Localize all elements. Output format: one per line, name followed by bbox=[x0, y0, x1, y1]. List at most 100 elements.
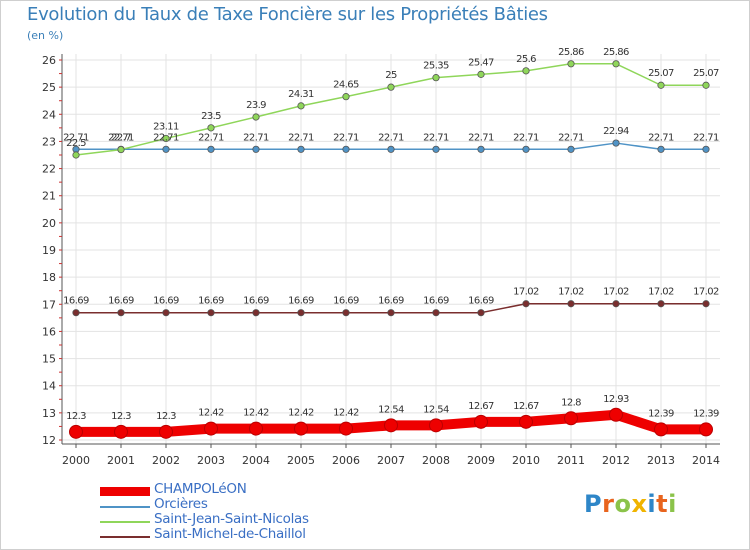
x-tick-label: 2013 bbox=[647, 454, 675, 467]
data-label: 12.8 bbox=[561, 397, 581, 408]
data-point bbox=[162, 145, 170, 153]
data-label: 22.5 bbox=[66, 138, 86, 149]
data-point bbox=[429, 418, 443, 433]
y-tick-label: 23 bbox=[42, 135, 56, 148]
data-label: 12.3 bbox=[66, 411, 86, 422]
data-point bbox=[114, 424, 128, 439]
data-point bbox=[702, 300, 710, 308]
data-point bbox=[654, 422, 668, 437]
data-label: 17.02 bbox=[513, 287, 539, 298]
chart-title: Evolution du Taux de Taxe Foncière sur l… bbox=[27, 4, 548, 25]
data-point bbox=[657, 300, 665, 308]
data-point bbox=[117, 309, 125, 317]
data-label: 12.42 bbox=[198, 408, 224, 419]
data-label: 12.39 bbox=[693, 408, 719, 419]
data-point bbox=[159, 424, 173, 439]
data-point bbox=[612, 300, 620, 308]
data-label: 22.7 bbox=[111, 133, 131, 144]
y-tick-label: 20 bbox=[42, 217, 56, 230]
data-point bbox=[567, 145, 575, 153]
y-tick-label: 24 bbox=[42, 108, 56, 121]
x-tick-label: 2010 bbox=[512, 454, 540, 467]
data-label: 22.71 bbox=[198, 132, 224, 143]
legend-label: Saint-Jean-Saint-Nicolas bbox=[154, 511, 309, 527]
data-label: 22.71 bbox=[108, 132, 134, 143]
data-point bbox=[249, 421, 263, 436]
data-label: 22.71 bbox=[468, 132, 494, 143]
data-point bbox=[252, 309, 260, 317]
data-label: 16.69 bbox=[378, 296, 404, 307]
data-point bbox=[432, 309, 440, 317]
data-point bbox=[609, 407, 623, 422]
data-label: 12.42 bbox=[243, 408, 269, 419]
data-point bbox=[342, 93, 350, 101]
data-label: 16.69 bbox=[423, 296, 449, 307]
data-label: 22.71 bbox=[423, 132, 449, 143]
x-tick-label: 2014 bbox=[692, 454, 720, 467]
x-tick-label: 2002 bbox=[152, 454, 180, 467]
x-tick-label: 2001 bbox=[107, 454, 135, 467]
data-label: 16.69 bbox=[198, 296, 224, 307]
data-labels: 12.3 12.3 12.3 12.42 12.42 12.42 12.42 12.54 12.… bbox=[63, 47, 719, 422]
data-label: 17.02 bbox=[603, 287, 629, 298]
data-point bbox=[477, 145, 485, 153]
data-point bbox=[432, 145, 440, 153]
data-label: 12.42 bbox=[288, 408, 314, 419]
data-point bbox=[162, 309, 170, 317]
data-point bbox=[699, 422, 713, 437]
data-point bbox=[252, 145, 260, 153]
data-point bbox=[657, 81, 665, 89]
data-point bbox=[297, 145, 305, 153]
data-label: 12.3 bbox=[156, 411, 176, 422]
y-tick-label: 25 bbox=[42, 81, 56, 94]
data-label: 16.69 bbox=[153, 296, 179, 307]
data-point bbox=[297, 309, 305, 317]
logo-letter: r bbox=[602, 490, 615, 518]
data-point bbox=[384, 418, 398, 433]
y-tick-label: 15 bbox=[42, 353, 56, 366]
data-point bbox=[387, 83, 395, 91]
y-tick-label: 14 bbox=[42, 380, 56, 393]
data-label: 22.71 bbox=[288, 132, 314, 143]
data-label: 16.69 bbox=[288, 296, 314, 307]
x-tick-label: 2004 bbox=[242, 454, 270, 467]
data-label: 12.67 bbox=[513, 401, 539, 412]
legend-swatch bbox=[100, 521, 150, 523]
data-label: 25.86 bbox=[603, 47, 629, 58]
data-label: 16.69 bbox=[108, 296, 134, 307]
y-tick-label: 26 bbox=[42, 54, 56, 67]
data-point bbox=[72, 151, 80, 159]
data-label: 16.69 bbox=[333, 296, 359, 307]
y-tick-label: 16 bbox=[42, 325, 56, 338]
data-point bbox=[72, 309, 80, 317]
y-tick-label: 19 bbox=[42, 244, 56, 257]
data-point bbox=[204, 421, 218, 436]
data-label: 12.42 bbox=[333, 408, 359, 419]
logo-letter: t bbox=[656, 490, 669, 518]
data-label: 25.07 bbox=[693, 68, 719, 79]
data-label: 12.3 bbox=[111, 411, 131, 422]
data-point bbox=[522, 67, 530, 75]
data-label: 16.69 bbox=[243, 296, 269, 307]
data-label: 12.54 bbox=[423, 404, 449, 415]
data-label: 22.71 bbox=[558, 132, 584, 143]
data-point bbox=[432, 74, 440, 82]
x-tick-label: 2012 bbox=[602, 454, 630, 467]
data-label: 22.71 bbox=[63, 132, 89, 143]
data-label: 24.31 bbox=[288, 89, 314, 100]
legend-label: CHAMPOLéON bbox=[154, 481, 247, 497]
data-label: 22.94 bbox=[603, 126, 629, 137]
data-label: 23.9 bbox=[246, 100, 266, 111]
data-label: 17.02 bbox=[648, 287, 674, 298]
y-tick-label: 18 bbox=[42, 271, 56, 284]
data-point bbox=[567, 300, 575, 308]
y-tick-label: 17 bbox=[42, 298, 56, 311]
data-label: 12.39 bbox=[648, 408, 674, 419]
data-point bbox=[564, 411, 578, 426]
data-point bbox=[702, 145, 710, 153]
y-axis-unit-label: (en %) bbox=[27, 29, 64, 42]
data-label: 23.11 bbox=[153, 121, 179, 132]
data-label: 12.67 bbox=[468, 401, 494, 412]
y-tick-label: 21 bbox=[42, 190, 56, 203]
series-lines bbox=[69, 60, 713, 439]
